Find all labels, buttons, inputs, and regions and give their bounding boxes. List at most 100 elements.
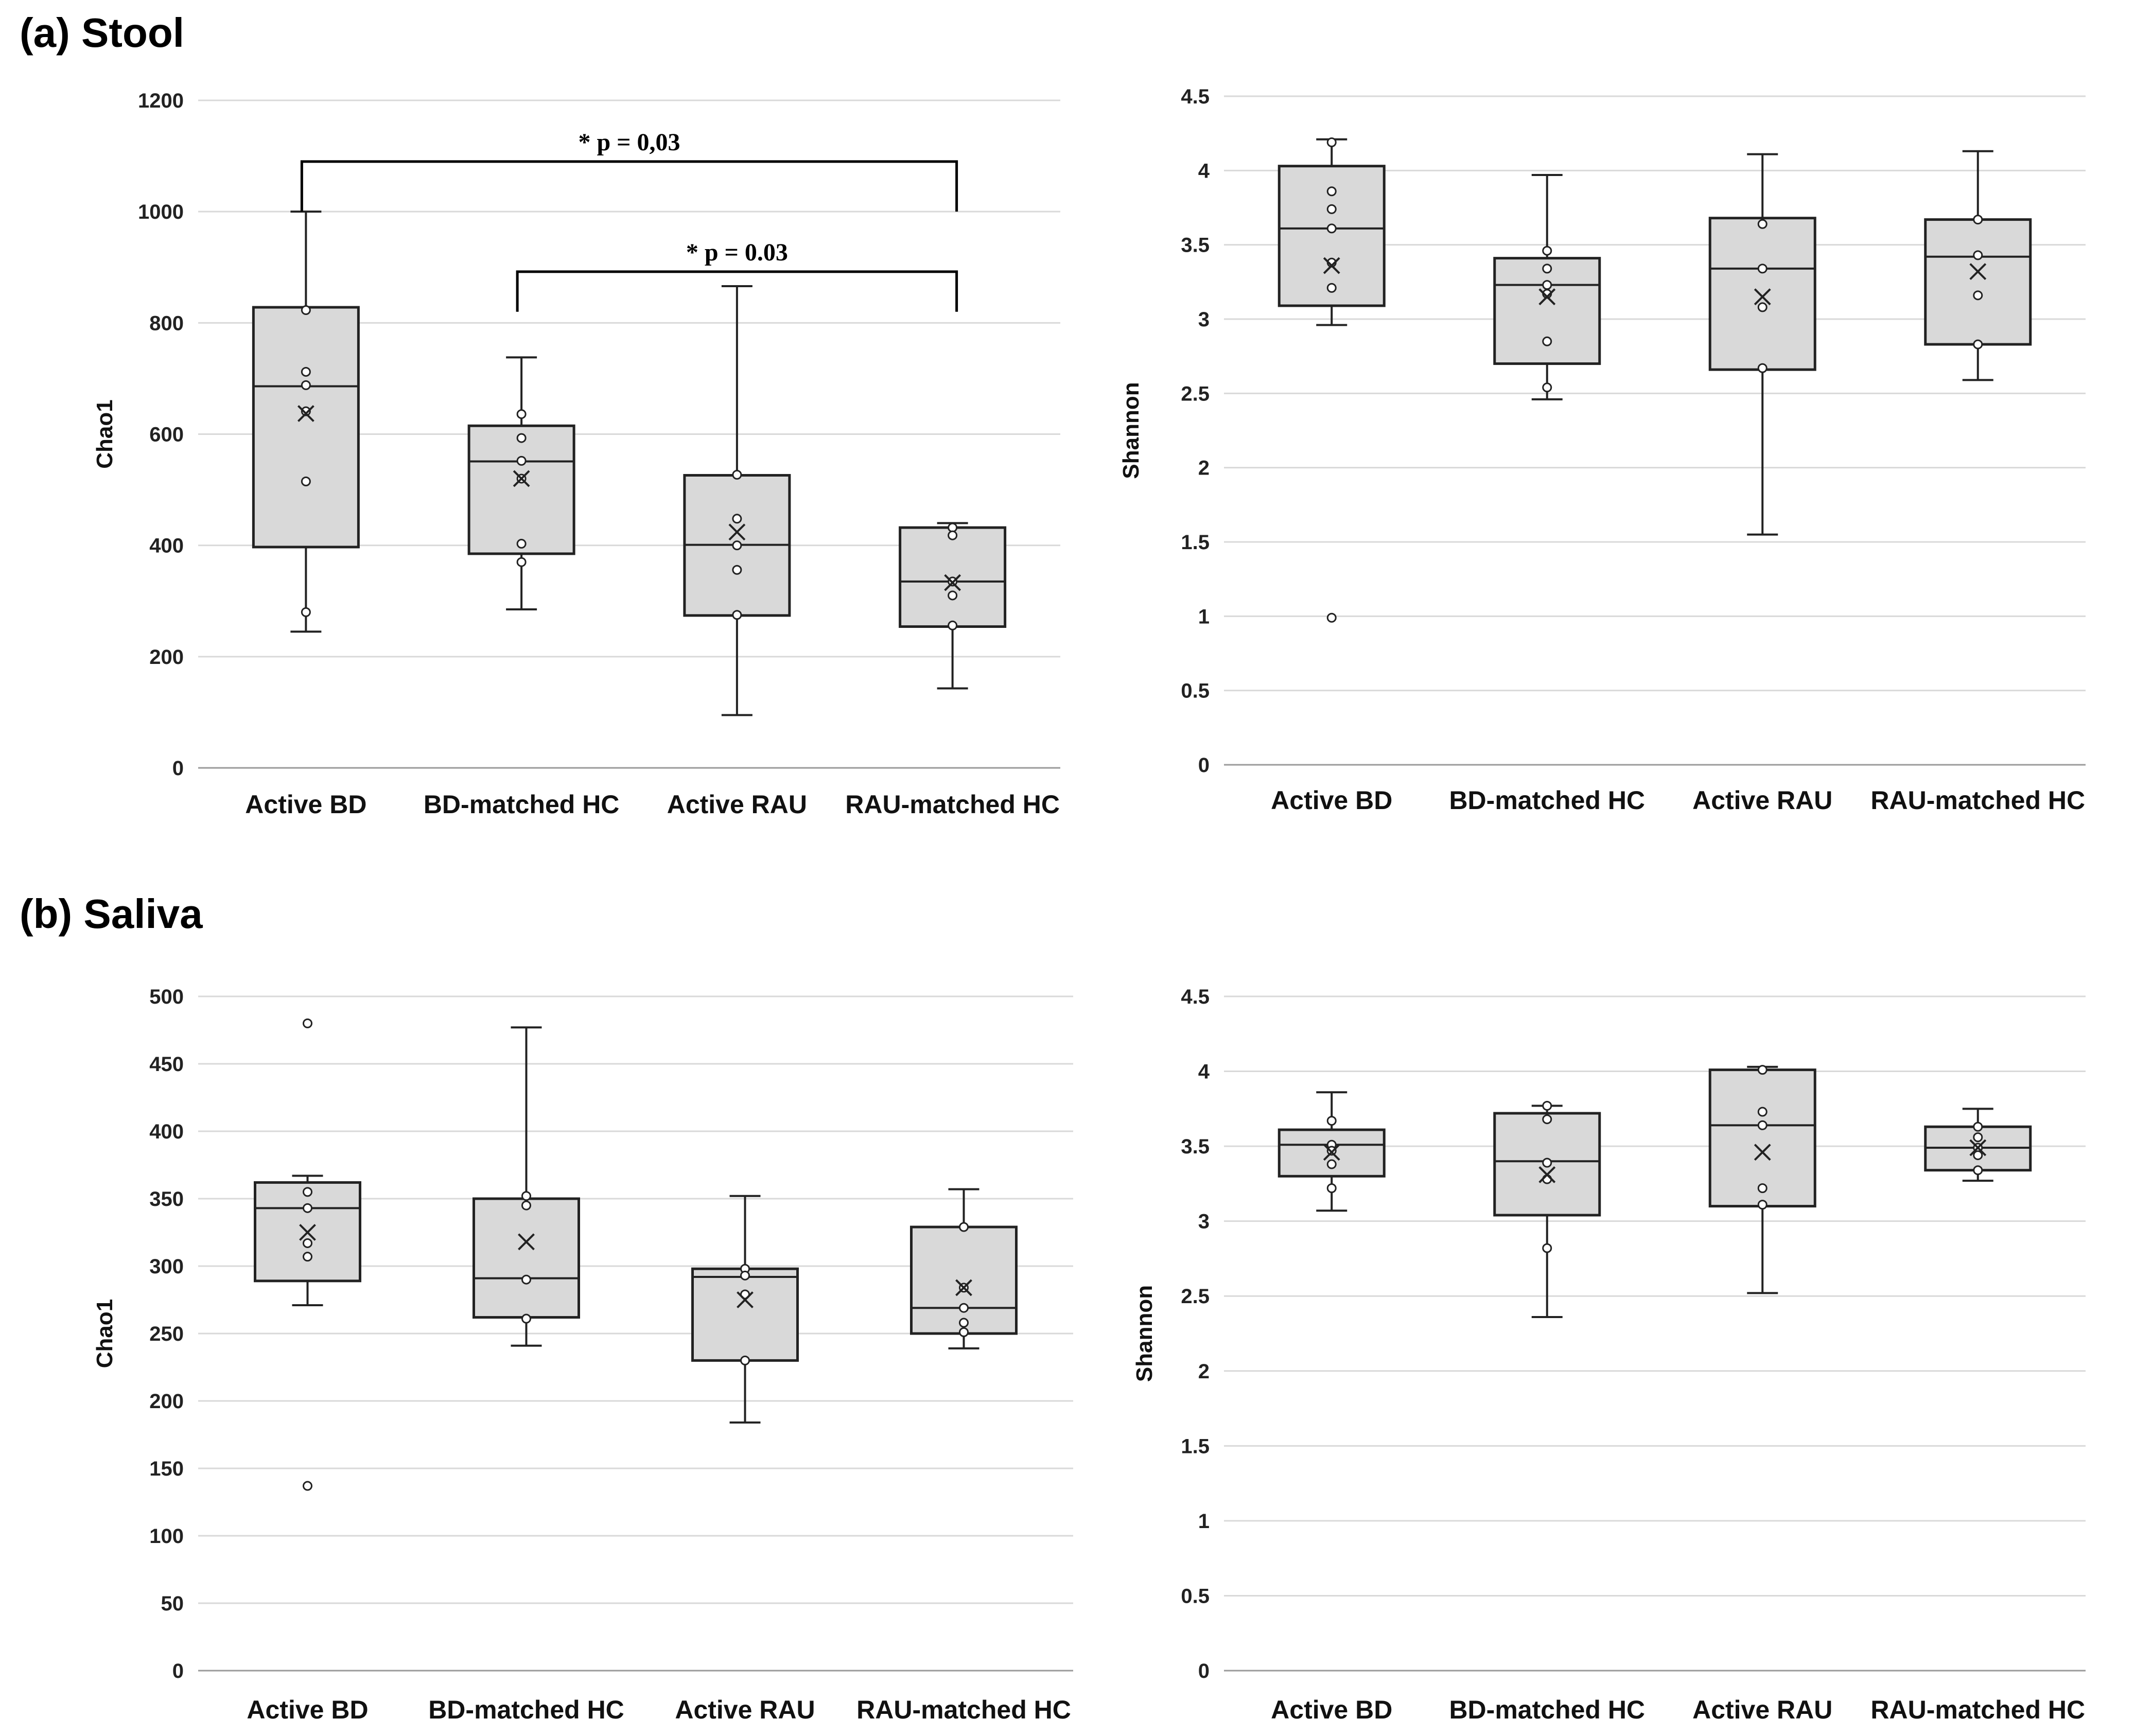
data-point [1757,1120,1767,1130]
y-tick-label: 2 [1198,457,1210,480]
y-tick-label: 2 [1198,1360,1210,1383]
mean-stroke [1323,1144,1340,1161]
data-point [1973,1121,1983,1132]
y-tick-label: 150 [149,1458,184,1480]
data-point [1326,1183,1337,1194]
bracket-line [516,270,958,312]
y-tick-label: 0.5 [1181,1585,1210,1607]
data-point [732,469,742,480]
box-iqr [910,1225,1018,1335]
box-4 [910,1188,1018,1349]
y-tick-label: 0 [172,757,184,780]
significance-label: * p = 0.03 [686,239,788,266]
y-tick-label: 0 [1198,1660,1210,1682]
y-tick-label: 2.5 [1181,1285,1210,1308]
data-point [301,607,311,617]
mean-marker [1969,1139,1987,1156]
data-point [1757,1065,1767,1075]
box-2 [1493,1101,1601,1318]
data-point [1326,1159,1337,1169]
data-point [1757,219,1767,229]
y-axis-label: Shannon [1132,1285,1157,1382]
x-category-label: Active BD [245,790,366,819]
box-3 [1708,153,1816,536]
data-point [1757,363,1767,373]
chart-stool-shannon: 0 0.5 1 1.5 2 2.5 3 3.5 4 4.5 Shannon Active BD BD-m… [1118,85,2086,815]
data-point [303,1187,312,1197]
mean-marker [1754,1144,1771,1161]
data-point [1973,250,1983,260]
data-point [301,305,311,315]
x-category-label: RAU-matched HC [1870,786,2085,815]
x-category-label: Active RAU [1692,1695,1832,1724]
x-category-label: BD-matched HC [428,1695,624,1724]
data-point [740,1270,750,1281]
data-point [301,476,311,486]
y-tick-label: 250 [149,1323,184,1345]
data-point [1757,1107,1767,1117]
data-point [1326,137,1337,147]
box-4 [1924,150,2032,381]
data-point [301,406,311,416]
mean-stroke [955,1279,972,1296]
mean-stroke [1754,288,1771,306]
data-point [303,1252,312,1262]
data-point [959,1318,969,1328]
chart-stool-chao1: 0 200 400 600 800 1000 1200 Chao1 Active BD BD-ma… [92,90,1060,819]
mean-marker [299,1224,316,1241]
data-point [1542,1243,1552,1253]
box-1 [1277,137,1386,623]
y-tick-label: 50 [161,1592,184,1615]
data-point [1757,1200,1767,1210]
box-iqr [1924,218,2032,346]
data-point [959,1327,969,1337]
y-tick-label: 100 [149,1525,184,1548]
mean-stroke [1538,1166,1556,1183]
data-point [948,522,958,533]
data-point [1973,339,1983,349]
y-tick-label: 4 [1198,160,1210,182]
mean-stroke [737,1291,754,1308]
mean-stroke [1754,1144,1771,1161]
data-point [740,1355,750,1365]
chart-saliva-shannon: 0 0.5 1 1.5 2 2.5 3 3.5 4 4.5 Shannon Active BD BD-m… [1132,986,2086,1724]
box-iqr [472,1197,580,1319]
mean-stroke [944,574,961,591]
data-point [1757,302,1767,312]
data-point [1973,1150,1983,1161]
y-axis-label: Chao1 [92,399,117,468]
data-point [516,455,527,466]
mean-marker [513,470,530,487]
y-tick-label: 1.5 [1181,531,1210,554]
data-point [516,433,527,443]
box-1 [254,1018,361,1491]
x-category-label: BD-matched HC [424,790,620,819]
y-tick-label: 4.5 [1181,986,1210,1008]
chart-saliva-chao1: 0 50 100 150 200 250 300 350 400 450 500 Chao1 Activ… [92,986,1073,1724]
y-tick-label: 1000 [138,201,184,223]
data-point [521,1274,531,1285]
data-point [303,1203,312,1213]
mean-stroke [513,470,530,487]
data-point [516,409,527,419]
y-axis-label: Chao1 [92,1299,117,1368]
mean-marker [1323,1144,1340,1161]
data-point [521,1313,531,1324]
box-4 [899,522,1007,690]
significance-bracket: * p = 0.03 [516,239,958,312]
data-point [1542,264,1552,274]
y-tick-label: 0.5 [1181,680,1210,703]
section-title-saliva: (b) Saliva [20,891,203,937]
y-tick-label: 500 [149,986,184,1008]
y-tick-label: 450 [149,1053,184,1076]
data-point [1973,215,1983,225]
y-tick-label: 4 [1198,1061,1210,1083]
data-point [516,557,527,567]
significance-bracket: * p = 0,03 [300,129,958,212]
data-point [1542,1101,1552,1111]
data-point [1542,336,1552,346]
x-category-label: Active BD [247,1695,368,1724]
box-iqr [1493,257,1601,365]
data-point [301,366,311,377]
x-category-label: Active RAU [1692,786,1832,815]
